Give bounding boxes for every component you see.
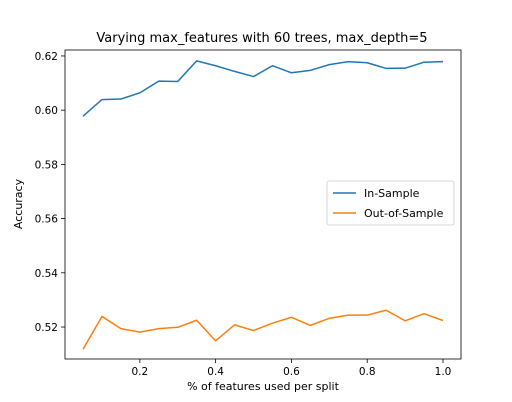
legend-label-in-sample: In-Sample [364, 187, 420, 200]
x-tick-label: 1.0 [435, 366, 452, 378]
y-tick-label: 0.52 [35, 322, 58, 334]
x-tick-label: 0.6 [283, 366, 300, 378]
y-axis-label: Accuracy [12, 178, 25, 229]
legend-box [326, 180, 455, 226]
legend: In-Sample Out-of-Sample [326, 180, 455, 226]
y-tick-label: 0.56 [35, 214, 59, 226]
y-tick-label: 0.54 [35, 268, 59, 280]
legend-label-out-of-sample: Out-of-Sample [364, 207, 444, 220]
x-axis-label: % of features used per split [187, 380, 340, 393]
x-tick-label: 0.2 [131, 366, 148, 378]
x-axis: 0.2 0.4 0.6 0.8 1.0 [131, 359, 451, 378]
x-tick-label: 0.8 [359, 366, 376, 378]
series-layer [82, 60, 444, 350]
y-axis: 0.52 0.54 0.56 0.58 0.60 0.62 [35, 51, 65, 334]
y-tick-label: 0.62 [35, 51, 58, 63]
series-line-out-of-sample [82, 309, 444, 350]
x-tick-label: 0.4 [207, 366, 224, 378]
series-line-in-sample [82, 60, 444, 117]
y-tick-label: 0.58 [35, 159, 58, 171]
chart-title: Varying max_features with 60 trees, max_… [96, 31, 427, 46]
y-tick-label: 0.60 [35, 105, 58, 117]
